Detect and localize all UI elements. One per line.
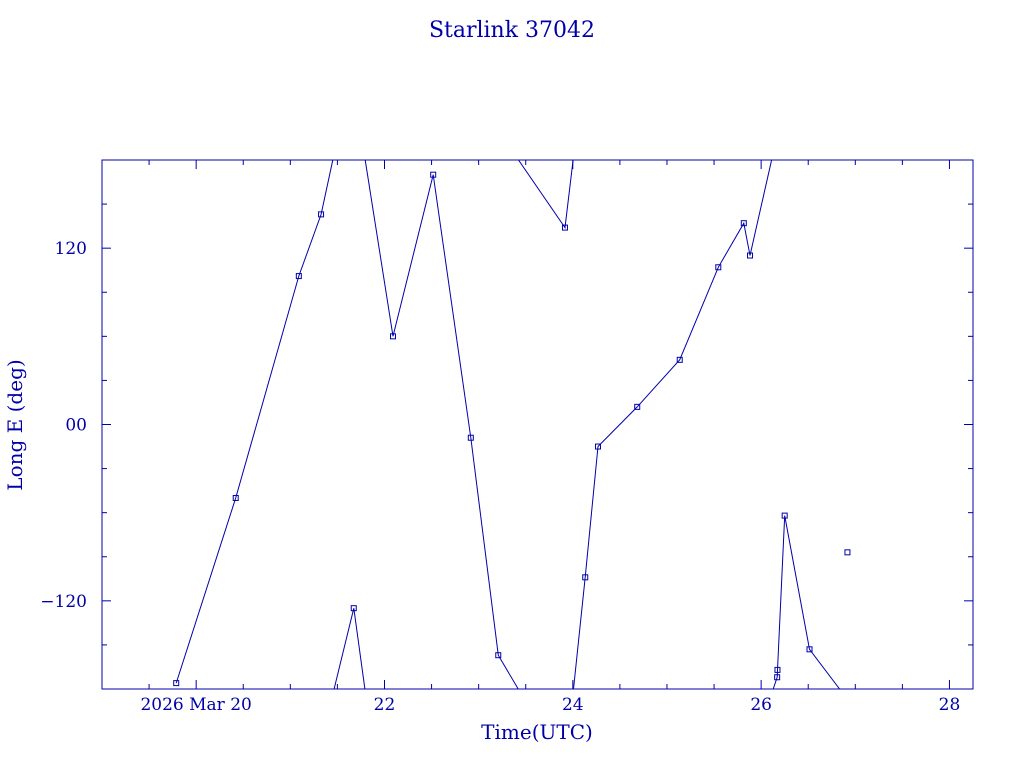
series-line-segment [518,160,574,229]
y-tick-label: −120 [40,592,87,612]
y-tick-labels: 120 00 −120 [40,239,87,612]
data-point [740,220,747,227]
data-point [774,666,781,673]
data-point [389,333,396,340]
data-point [232,494,239,501]
series-lines [175,160,840,689]
data-point [715,264,722,271]
data-point [173,680,180,687]
series-line-segment [772,515,840,689]
data-point [467,434,474,441]
data-point [781,512,788,519]
data-point [295,273,302,280]
series-line-segment [175,160,334,684]
y-tick-label: 00 [65,416,87,436]
data-point [582,574,589,581]
x-tick-label: 26 [750,695,772,715]
y-axis-label: Long E (deg) [3,359,27,490]
y-tick-label: 120 [55,239,87,259]
data-point [350,605,357,612]
x-tick-labels: 2026 Mar 20 22 24 26 28 [140,695,960,715]
data-point [430,171,437,178]
x-tick-label: 2026 Mar 20 [140,695,251,715]
data-point [318,211,325,218]
data-point [561,224,568,231]
data-point [594,443,601,450]
data-point [774,674,781,681]
series-points [173,171,851,687]
y-minor-ticks [102,203,973,646]
data-point [806,646,813,653]
data-point [676,356,683,363]
data-point [844,549,851,556]
chart-title: Starlink 37042 [429,18,595,43]
data-point [495,652,502,659]
data-point [634,403,641,410]
x-axis-label: Time(UTC) [481,720,593,744]
series-line-segment [573,160,773,689]
x-tick-label: 22 [374,695,396,715]
series-line-segment [333,608,366,689]
x-tick-label: 24 [562,695,584,715]
x-tick-label: 28 [939,695,961,715]
data-point [747,252,754,259]
plot-frame [101,159,974,690]
series-line-segment [364,160,519,689]
x-minor-ticks [148,160,950,689]
